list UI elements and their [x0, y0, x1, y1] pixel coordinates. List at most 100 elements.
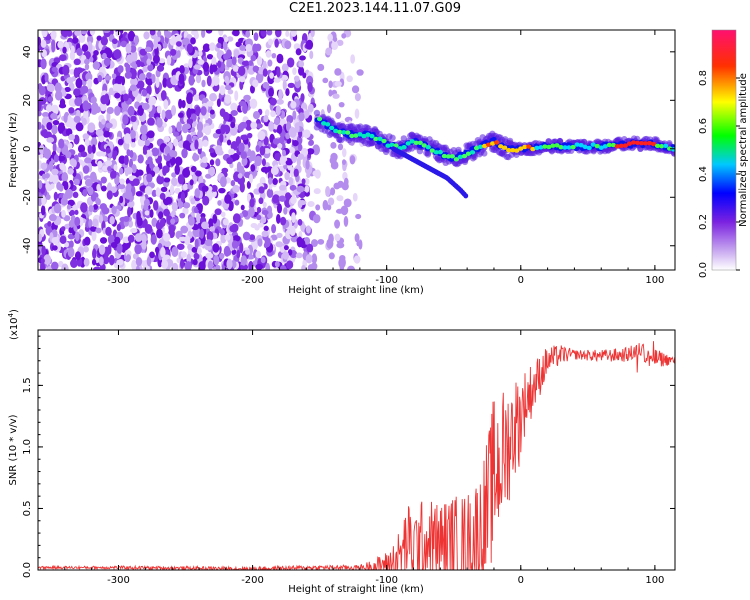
noise-speckle	[301, 178, 306, 185]
noise-speckle	[309, 50, 314, 60]
noise-speckle	[256, 56, 263, 66]
noise-speckle	[163, 208, 170, 217]
noise-speckle	[285, 132, 291, 140]
noise-speckle	[129, 45, 137, 53]
noise-speckle	[151, 147, 160, 157]
noise-speckle	[125, 254, 131, 261]
ridge-peak	[490, 141, 496, 146]
noise-speckle	[169, 48, 177, 56]
ridge-peak	[598, 145, 604, 150]
noise-speckle	[93, 204, 99, 210]
noise-speckle	[143, 31, 150, 40]
noise-speckle	[59, 235, 67, 244]
ridge-peak	[377, 136, 383, 142]
noise-speckle	[41, 111, 50, 118]
noise-speckle	[67, 247, 75, 258]
noise-speckle	[159, 218, 166, 227]
noise-speckle	[262, 60, 267, 69]
noise-speckle	[212, 243, 220, 253]
noise-speckle	[173, 131, 180, 137]
noise-speckle	[245, 249, 251, 255]
noise-speckle	[205, 252, 214, 259]
noise-speckle	[153, 38, 158, 49]
noise-speckle	[197, 130, 203, 139]
noise-speckle	[144, 46, 152, 53]
noise-speckle	[108, 254, 115, 266]
noise-speckle	[263, 242, 269, 249]
ridge-peak	[461, 153, 468, 159]
colorbar-frame	[711, 29, 737, 271]
noise-speckle	[123, 103, 128, 114]
noise-speckle	[297, 153, 305, 160]
noise-speckle	[279, 154, 288, 166]
ridge-peak	[349, 133, 355, 139]
noise-speckle	[240, 264, 249, 270]
ridge-halo	[313, 109, 321, 117]
noise-speckle	[277, 124, 283, 134]
noise-speckle	[70, 259, 78, 268]
ridge-halo	[455, 146, 462, 154]
noise-speckle	[223, 53, 230, 61]
noise-speckle	[315, 204, 321, 211]
noise-speckle	[117, 138, 124, 146]
noise-speckle	[64, 87, 71, 93]
noise-speckle	[214, 208, 222, 216]
noise-speckle	[190, 37, 196, 45]
noise-speckle	[107, 234, 115, 245]
noise-speckle	[241, 210, 249, 218]
noise-speckle	[326, 104, 332, 114]
noise-speckle	[249, 84, 255, 94]
noise-speckle	[192, 152, 198, 162]
noise-speckle	[245, 44, 253, 52]
noise-speckle	[175, 41, 182, 47]
snr-series-line	[38, 341, 675, 570]
noise-speckle	[230, 121, 236, 129]
noise-speckle	[231, 249, 237, 255]
noise-speckle	[91, 144, 96, 154]
noise-speckle	[92, 218, 99, 227]
noise-speckle	[119, 178, 125, 185]
noise-speckle	[267, 38, 274, 46]
noise-speckle	[179, 65, 185, 74]
noise-speckle	[224, 194, 232, 204]
noise-speckle	[188, 216, 195, 226]
noise-speckle	[86, 102, 92, 110]
noise-speckle	[122, 93, 129, 102]
noise-speckle	[40, 205, 46, 216]
noise-speckle	[41, 245, 46, 256]
noise-speckle	[325, 186, 331, 197]
noise-speckle	[314, 169, 321, 179]
noise-speckle	[103, 130, 111, 138]
noise-speckle	[102, 165, 109, 172]
noise-speckle	[289, 184, 297, 191]
noise-speckle	[313, 188, 321, 195]
noise-speckle	[249, 234, 256, 241]
noise-speckle	[132, 122, 138, 131]
ridge-peak	[574, 142, 580, 147]
noise-speckle	[288, 146, 296, 154]
noise-speckle	[149, 209, 154, 218]
noise-speckle	[235, 41, 242, 48]
noise-speckle	[141, 133, 147, 142]
noise-speckle	[298, 66, 305, 76]
noise-speckle	[250, 164, 256, 172]
noise-speckle	[84, 63, 90, 71]
ridge-peak	[417, 140, 423, 146]
noise-speckle	[223, 245, 231, 257]
noise-speckle	[224, 36, 229, 43]
ridge-peak	[667, 146, 673, 151]
noise-speckle	[325, 47, 333, 56]
noise-speckle	[288, 127, 297, 138]
noise-speckle	[194, 106, 202, 117]
noise-speckle	[218, 30, 224, 36]
ridge-peak	[357, 132, 363, 137]
noise-speckle	[69, 69, 75, 75]
noise-speckle	[198, 50, 203, 57]
noise-speckle	[308, 139, 314, 146]
noise-speckle	[100, 95, 108, 105]
noise-speckle	[127, 206, 132, 218]
colorbar-tick-label: 0.8	[698, 70, 709, 86]
noise-speckle	[171, 105, 177, 116]
branch-mark	[463, 193, 469, 199]
noise-speckle	[186, 118, 194, 125]
